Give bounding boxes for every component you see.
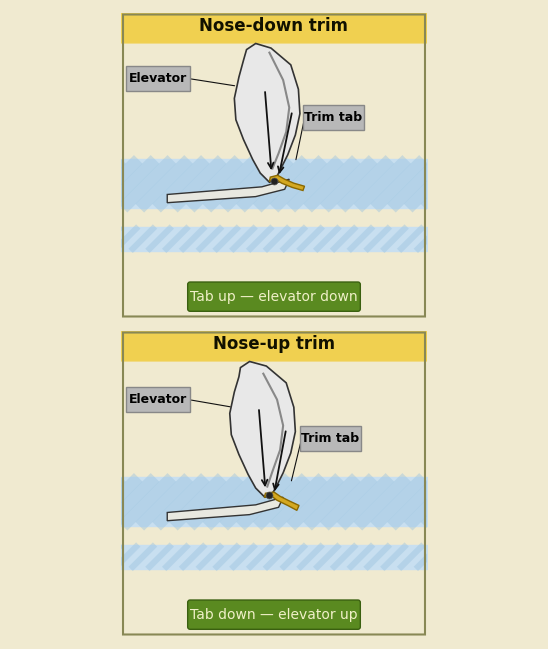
FancyBboxPatch shape (119, 10, 429, 43)
FancyBboxPatch shape (300, 426, 361, 452)
Polygon shape (235, 43, 300, 182)
Text: Tab down — elevator up: Tab down — elevator up (190, 607, 358, 622)
Text: Trim tab: Trim tab (305, 112, 363, 125)
Polygon shape (230, 361, 295, 497)
Text: Nose-down trim: Nose-down trim (199, 17, 349, 35)
FancyBboxPatch shape (126, 66, 190, 91)
Polygon shape (167, 497, 283, 520)
FancyBboxPatch shape (187, 600, 361, 630)
Text: Nose-up trim: Nose-up trim (213, 335, 335, 353)
Polygon shape (270, 175, 305, 191)
FancyBboxPatch shape (303, 105, 364, 130)
Polygon shape (167, 179, 289, 202)
FancyBboxPatch shape (119, 328, 429, 361)
Text: Elevator: Elevator (129, 72, 187, 85)
Text: Trim tab: Trim tab (301, 432, 359, 445)
Text: Elevator: Elevator (129, 393, 187, 406)
FancyBboxPatch shape (126, 387, 190, 412)
FancyBboxPatch shape (187, 282, 361, 312)
Polygon shape (264, 492, 299, 510)
Text: Tab up — elevator down: Tab up — elevator down (190, 289, 358, 304)
